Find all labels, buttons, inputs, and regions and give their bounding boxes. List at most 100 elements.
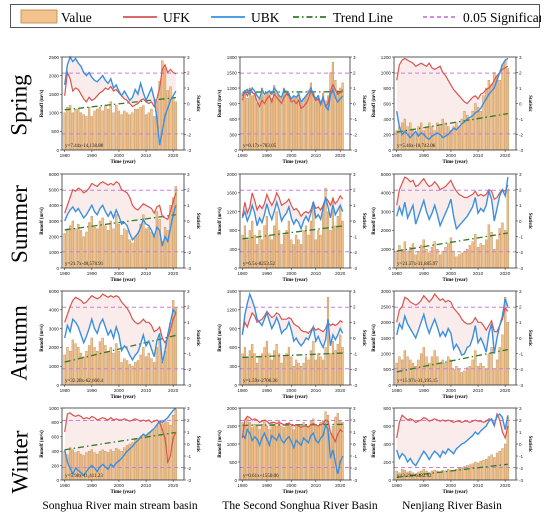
y2-tick-label: 0: [519, 336, 522, 341]
x-tick-label: 1980: [392, 153, 403, 158]
ubk-line: [64, 407, 177, 477]
x-axis-label: Time (year): [442, 395, 467, 400]
runoff-bar: [142, 347, 145, 386]
runoff-bar: [253, 92, 256, 151]
runoff-bar: [260, 424, 264, 481]
runoff-bar: [282, 356, 286, 386]
y2-axis-label: Statistic: [527, 213, 532, 230]
y2-tick-label: -3: [187, 478, 192, 483]
y2-tick-label: -2: [353, 466, 358, 471]
y2-tick-label: 2: [353, 418, 356, 423]
ubk-line: [64, 308, 177, 364]
runoff-bar: [471, 241, 474, 269]
y-tick-label: 1000: [49, 250, 60, 255]
runoff-bar: [302, 362, 305, 386]
runoff-bar: [115, 214, 118, 269]
y-tick-label: 1000: [381, 351, 392, 356]
x-tick-label: 1990: [419, 153, 430, 158]
x-tick-label: 2020: [335, 271, 346, 276]
runoff-bar: [471, 111, 474, 151]
ufk-line: [64, 412, 177, 465]
y-tick-label: 400: [51, 449, 59, 454]
runoff-bar: [452, 369, 455, 386]
y-axis-label: Runoff (m³/s): [217, 430, 223, 458]
runoff-bar: [287, 220, 290, 269]
runoff-bar: [441, 118, 444, 151]
y2-tick-label: 1: [187, 320, 190, 325]
runoff-bar: [463, 370, 466, 386]
mk-divergence-area: [64, 294, 176, 364]
y2-tick-label: 3: [187, 55, 190, 60]
runoff-bar: [474, 350, 477, 386]
runoff-bar: [251, 95, 254, 151]
x-tick-label: 1980: [60, 153, 71, 158]
panel-winter-1: 0 200 400 600 800 1000 -3 -2 -1 0 1 2 3 1980 1990 2000 2…: [39, 406, 200, 495]
panel-summer-3: 0 1000 2000 3000 4000 5000 -3 -2 -1 0 1 2 3 1980 1990 2…: [371, 172, 532, 283]
x-tick-label: 2010: [141, 483, 152, 488]
runoff-bar: [329, 230, 332, 269]
runoff-bar: [433, 469, 436, 481]
y2-axis-label: Statistic: [195, 213, 200, 230]
runoff-bar: [158, 422, 161, 481]
runoff-bar: [106, 452, 110, 481]
y2-tick-label: 0: [519, 219, 522, 224]
runoff-bar: [302, 230, 305, 269]
y2-axis-label: Statistic: [361, 436, 366, 453]
runoff-bar: [309, 420, 312, 481]
runoff-bar: [474, 461, 477, 481]
y-tick-label: 500: [383, 367, 391, 372]
y-tick-label: 2000: [227, 172, 238, 177]
runoff-bar: [331, 61, 334, 151]
x-tick-label: 1980: [392, 388, 403, 393]
runoff-bar: [139, 354, 142, 386]
runoff-bar: [280, 98, 283, 151]
mk-divergence-area: [396, 414, 508, 466]
runoff-bar: [150, 231, 153, 269]
runoff-bar: [136, 233, 140, 269]
x-tick-label: 2020: [500, 271, 511, 276]
runoff-bar: [275, 425, 278, 481]
panel-summer-2: 0 400 800 1200 1600 2000 -3 -2 -1 0 1 2 3 1980 1990 200…: [217, 172, 366, 283]
y2-tick-label: -3: [519, 266, 524, 271]
runoff-bar: [319, 356, 322, 386]
runoff-bar: [278, 420, 281, 481]
runoff-bar: [341, 82, 344, 151]
runoff-bar: [452, 470, 455, 481]
runoff-bar: [285, 424, 288, 481]
runoff-bar: [270, 422, 273, 481]
runoff-bar: [322, 359, 325, 386]
trend-line: [64, 96, 176, 111]
runoff-bar: [339, 334, 342, 386]
x-tick-label: 2010: [311, 388, 322, 393]
y2-tick-label: -1: [353, 234, 358, 239]
runoff-bar: [120, 114, 123, 151]
y-tick-label: 3000: [49, 219, 60, 224]
runoff-bar: [438, 362, 442, 386]
mk-divergence-area: [64, 57, 176, 146]
runoff-bar: [147, 432, 150, 481]
x-tick-label: 1980: [392, 483, 403, 488]
runoff-bar: [109, 101, 112, 151]
runoff-bar: [444, 247, 447, 269]
runoff-bar: [314, 239, 317, 269]
x-tick-label: 1990: [87, 271, 98, 276]
x-tick-label: 1990: [87, 153, 98, 158]
runoff-bar: [117, 449, 121, 481]
runoff-bar: [479, 243, 482, 269]
x-tick-label: 2000: [446, 271, 457, 276]
x-tick-label: 2010: [141, 153, 152, 158]
runoff-bar: [493, 369, 496, 386]
ufk-line: [396, 57, 509, 105]
runoff-bar: [117, 110, 121, 151]
y2-tick-label: 3: [187, 172, 190, 177]
y2-tick-label: 2: [353, 70, 356, 75]
y-tick-label: 400: [383, 117, 391, 122]
trend-equation: y=15.97x-31,195.15: [397, 379, 438, 384]
runoff-bar: [287, 422, 290, 481]
y2-tick-label: -3: [519, 148, 524, 153]
runoff-bar: [139, 107, 142, 151]
runoff-bar: [312, 201, 315, 269]
y-tick-label: 600: [229, 117, 237, 122]
panel-autumn-1: 0 1000 2000 3000 4000 5000 -3 -2 -1 0 1 2 3 1980 1990 2…: [39, 289, 200, 400]
y-tick-label: 200: [383, 132, 391, 137]
